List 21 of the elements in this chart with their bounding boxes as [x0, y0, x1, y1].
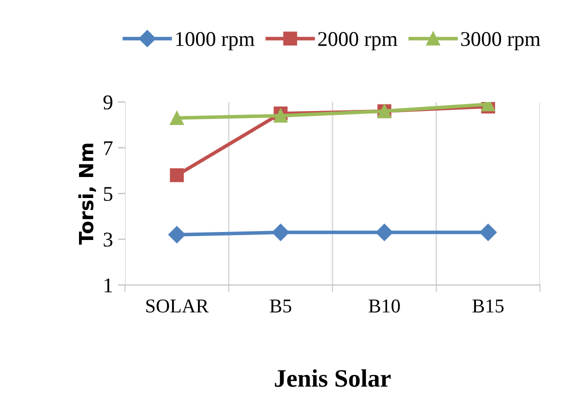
point [376, 224, 393, 241]
point [170, 111, 184, 125]
y-tick-label: 3 [104, 232, 112, 247]
point [168, 226, 186, 244]
x-tick-label: B15 [472, 300, 504, 313]
point [274, 108, 288, 123]
x-tick-label: SOLAR [146, 300, 209, 313]
legend-label: 3000 rpm [461, 32, 540, 50]
point [480, 224, 497, 241]
x-tick-label: B5 [270, 300, 292, 313]
y-tick-label: 7 [104, 141, 113, 155]
y-tick-label: 9 [103, 95, 112, 110]
x-axis-title: Jenis Solar [274, 369, 391, 387]
legend-label: 2000 rpm [318, 32, 398, 50]
y-tick-label: 1 [104, 278, 112, 292]
y-axis-title: Torsi, Nm [78, 144, 96, 245]
x-tick-label: B10 [368, 299, 400, 313]
point [170, 168, 184, 182]
legend-label: 1000 rpm [176, 32, 254, 50]
y-tick-label: 5 [104, 187, 112, 201]
point [272, 224, 290, 241]
